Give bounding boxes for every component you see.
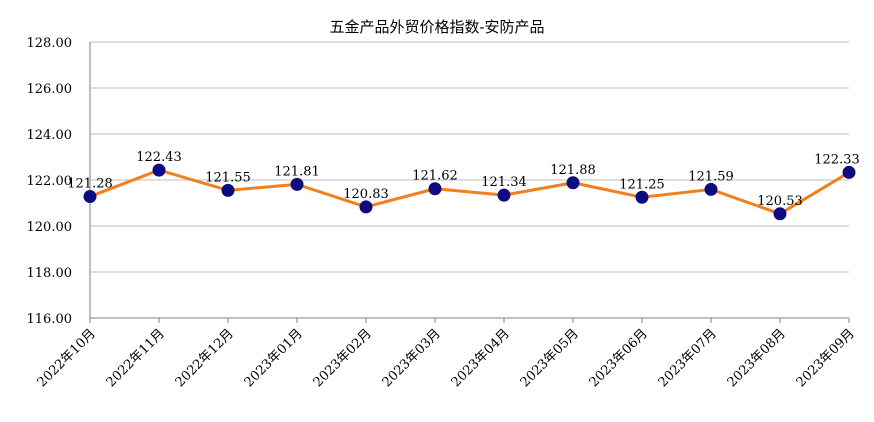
data-markers (83, 163, 856, 221)
y-tick-label: 118.00 (27, 266, 73, 281)
data-label: 121.28 (67, 177, 113, 192)
data-label: 120.83 (343, 187, 389, 202)
x-tick-label: 2023年08月 (725, 326, 789, 390)
data-label: 121.59 (688, 169, 734, 184)
y-tick-label: 116.00 (27, 312, 73, 327)
x-tick-label: 2023年02月 (311, 326, 375, 390)
data-label: 122.43 (136, 150, 182, 165)
data-label: 122.33 (814, 152, 860, 167)
y-tick-label: 120.00 (27, 220, 73, 235)
data-point (83, 190, 97, 204)
data-label: 121.81 (274, 164, 320, 179)
data-label: 120.53 (757, 194, 803, 209)
y-tick-label: 128.00 (27, 36, 73, 51)
data-point (428, 182, 442, 196)
x-tick-label: 2022年12月 (173, 326, 237, 390)
y-tick-label: 126.00 (27, 82, 73, 97)
x-tick-label: 2023年05月 (518, 326, 582, 390)
data-point (497, 188, 511, 202)
data-point (842, 165, 856, 179)
data-point (704, 182, 718, 196)
x-axis-tick-labels: 2022年10月 2022年11月 2022年12月 2023年01月 2023年02月… (35, 326, 858, 390)
axes (89, 42, 850, 323)
y-axis-tick-labels: 116.00 118.00 120.00 122.00 124.00 126.00 128.… (27, 36, 73, 327)
data-point (566, 176, 580, 190)
x-tick-label: 2023年01月 (242, 326, 306, 390)
data-label: 121.34 (481, 175, 527, 190)
data-label: 121.88 (550, 163, 596, 178)
series-line-path (89, 168, 850, 216)
data-labels: 121.28 122.43 121.55 121.81 120.83 121.62 121.… (67, 150, 860, 209)
gridlines (90, 41, 849, 319)
data-label: 121.62 (412, 169, 458, 184)
data-point (773, 207, 787, 221)
data-point (635, 190, 649, 204)
x-tick-label: 2022年11月 (104, 326, 168, 390)
data-point (290, 177, 304, 191)
x-tick-label: 2023年09月 (794, 326, 858, 390)
chart-title: 五金产品外贸价格指数-安防产品 (329, 18, 544, 36)
x-tick-label: 2023年03月 (380, 326, 444, 390)
data-label: 121.55 (205, 170, 251, 185)
x-tick-label: 2023年07月 (656, 326, 720, 390)
data-label: 121.25 (619, 177, 665, 192)
x-tick-label: 2023年04月 (449, 326, 513, 390)
data-point (359, 200, 373, 214)
y-tick-label: 122.00 (27, 174, 73, 189)
y-tick-label: 124.00 (27, 128, 73, 143)
data-point (152, 163, 166, 177)
x-tick-label: 2023年06月 (587, 326, 651, 390)
x-tick-label: 2022年10月 (35, 326, 99, 390)
data-point (221, 183, 235, 197)
series-line (89, 168, 850, 216)
